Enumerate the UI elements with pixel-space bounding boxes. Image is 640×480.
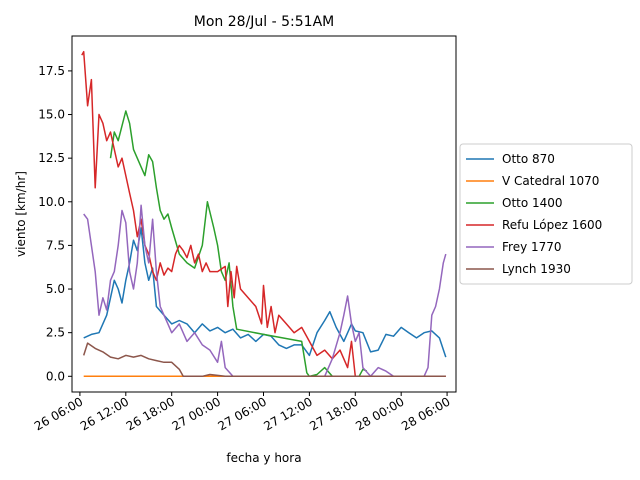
legend-entry: Lynch 1930 (502, 262, 571, 276)
series-line-4 (83, 204, 447, 378)
y-tick-label: 15.0 (38, 108, 65, 122)
legend-entry: Frey 1770 (502, 240, 562, 254)
plot-frame (71, 35, 457, 393)
x-tick-label: 26 18:00 (124, 394, 177, 433)
legend-entry: Otto 870 (502, 152, 555, 166)
legend-entry: Refu López 1600 (502, 218, 602, 232)
legend: Otto 870 V Catedral 1070 Otto 1400 Refu Lóp… (459, 143, 633, 285)
y-tick-label: 5.0 (46, 282, 65, 296)
x-tick-label: 27 06:00 (216, 394, 269, 433)
x-tick-label: 26 12:00 (78, 394, 131, 433)
legend-entry: V Catedral 1070 (502, 174, 599, 188)
legend-box (459, 143, 633, 285)
x-tick-label: 27 00:00 (170, 394, 223, 433)
y-tick-label: 12.5 (38, 151, 65, 165)
chart-title: Mon 28/Jul - 5:51AM (194, 14, 334, 30)
y-tick-label: 10.0 (38, 195, 65, 209)
series-line-0 (83, 227, 447, 358)
y-tick-label: 0.0 (46, 369, 65, 383)
y-tick-label: 2.5 (46, 326, 65, 340)
x-tick-label: 27 12:00 (261, 394, 314, 433)
x-axis-label: fecha y hora (226, 451, 301, 465)
y-axis: 0.0 2.5 5.0 7.5 10.0 12.5 15.0 17.5 (38, 64, 72, 383)
x-tick-label: 26 06:00 (32, 394, 85, 433)
y-tick-label: 7.5 (46, 238, 65, 252)
y-tick-label: 17.5 (38, 64, 65, 78)
x-tick-label: 27 18:00 (307, 394, 360, 433)
series-layer (81, 50, 447, 378)
series-line-5 (82, 342, 446, 378)
legend-entry: Otto 1400 (502, 196, 563, 210)
series-line-3 (81, 50, 446, 378)
x-tick-label: 28 00:00 (353, 394, 406, 433)
x-tick-label: 28 06:00 (399, 394, 452, 433)
y-axis-label: viento [km/hr] (14, 171, 28, 257)
